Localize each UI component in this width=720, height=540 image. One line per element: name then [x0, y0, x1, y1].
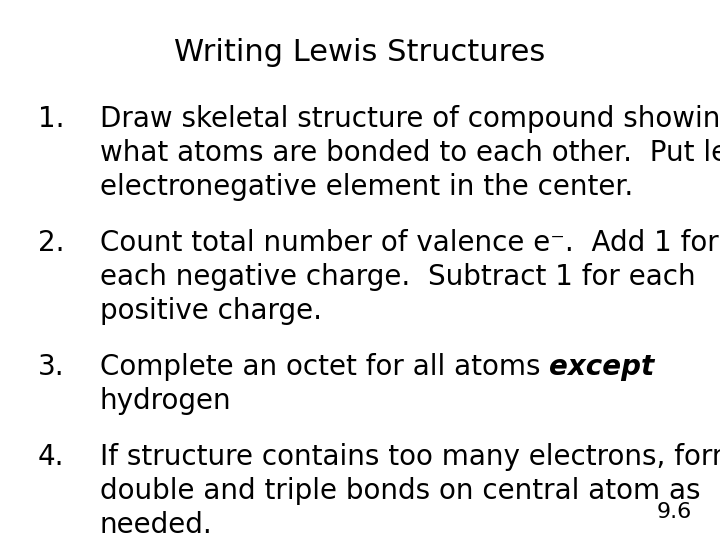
Text: 1.: 1. — [38, 105, 65, 133]
Text: Writing Lewis Structures: Writing Lewis Structures — [174, 38, 546, 67]
Text: If structure contains too many electrons, form: If structure contains too many electrons… — [100, 443, 720, 471]
Text: each negative charge.  Subtract 1 for each: each negative charge. Subtract 1 for eac… — [100, 263, 696, 291]
Text: 9.6: 9.6 — [657, 502, 692, 522]
Text: hydrogen: hydrogen — [100, 387, 232, 415]
Text: 2.: 2. — [38, 229, 65, 257]
Text: positive charge.: positive charge. — [100, 297, 322, 325]
Text: 4.: 4. — [38, 443, 65, 471]
Text: electronegative element in the center.: electronegative element in the center. — [100, 173, 634, 201]
Text: double and triple bonds on central atom as: double and triple bonds on central atom … — [100, 477, 701, 505]
Text: what atoms are bonded to each other.  Put least: what atoms are bonded to each other. Put… — [100, 139, 720, 167]
Text: Draw skeletal structure of compound showing: Draw skeletal structure of compound show… — [100, 105, 720, 133]
Text: except: except — [549, 353, 654, 381]
Text: 3.: 3. — [38, 353, 65, 381]
Text: Complete an octet for all atoms: Complete an octet for all atoms — [100, 353, 549, 381]
Text: needed.: needed. — [100, 511, 212, 539]
Text: Count total number of valence e⁻.  Add 1 for: Count total number of valence e⁻. Add 1 … — [100, 229, 719, 257]
